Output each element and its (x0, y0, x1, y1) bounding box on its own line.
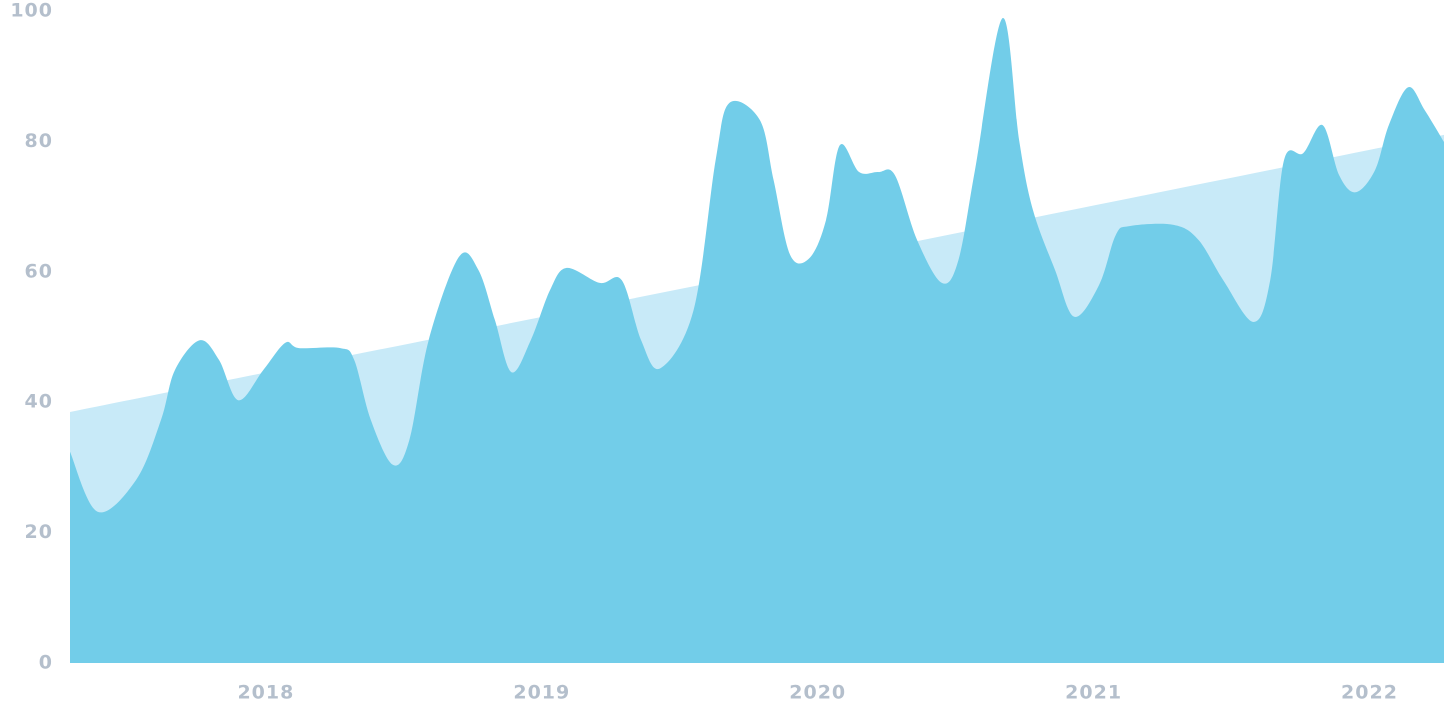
y-tick-label: 100 (10, 0, 53, 22)
x-tick-label: 2019 (513, 682, 570, 704)
x-tick-label: 2020 (789, 682, 846, 704)
y-tick-label: 0 (39, 652, 53, 674)
y-tick-label: 80 (25, 130, 53, 152)
area (70, 17, 1444, 663)
x-tick-label: 2018 (237, 682, 294, 704)
y-tick-label: 20 (25, 521, 53, 543)
y-tick-label: 40 (25, 391, 53, 413)
y-tick-label: 60 (25, 260, 53, 282)
x-tick-label: 2021 (1065, 682, 1122, 704)
x-tick-label: 2022 (1341, 682, 1398, 704)
